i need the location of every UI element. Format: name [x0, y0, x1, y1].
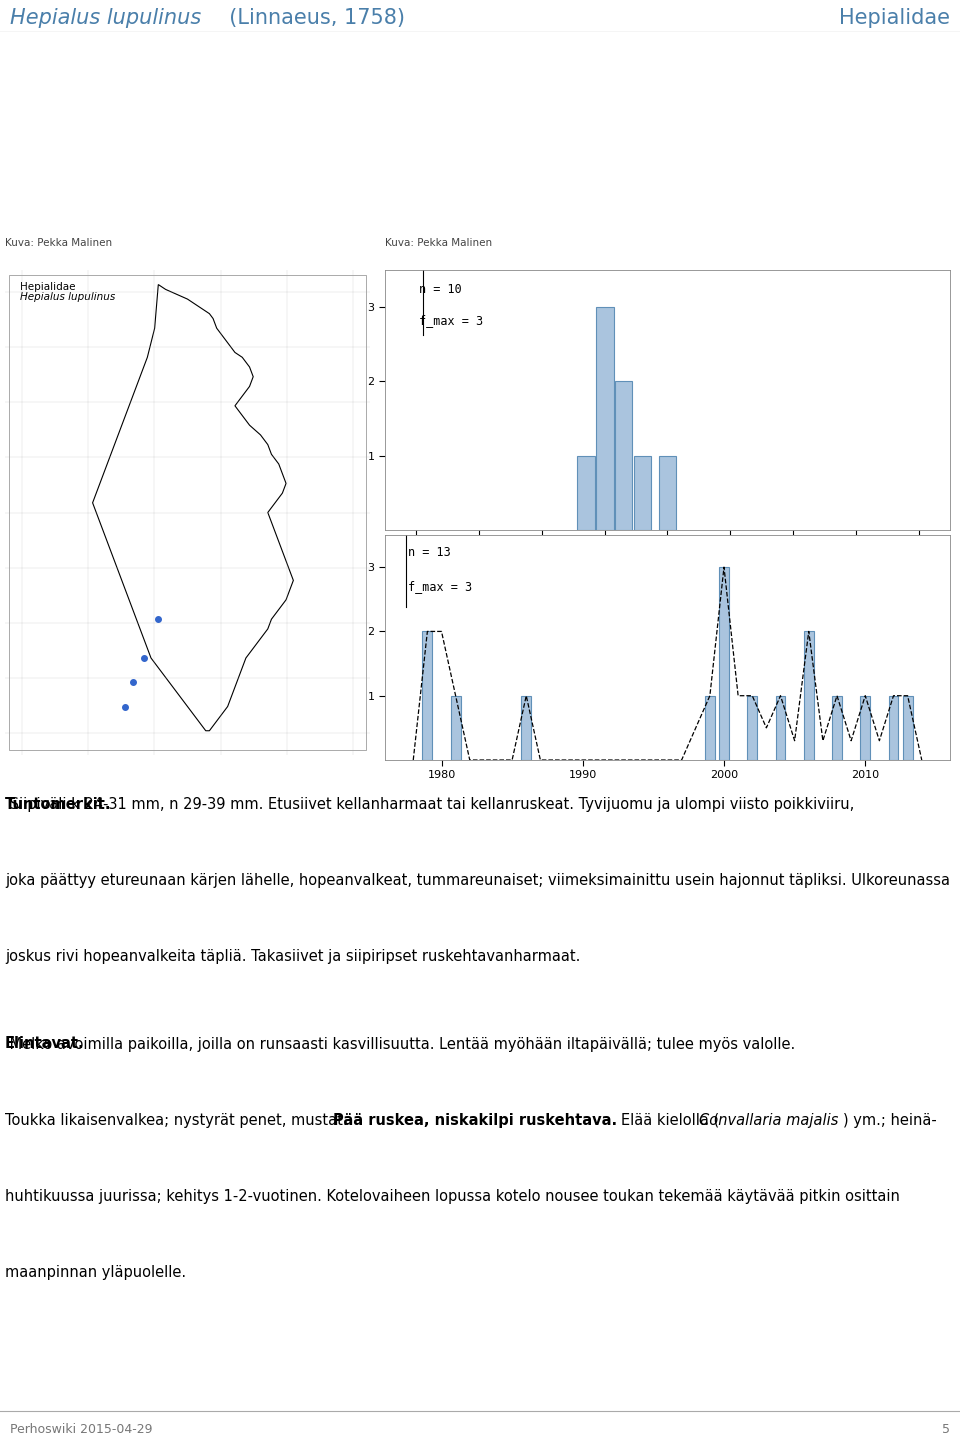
Bar — [902, 695, 913, 760]
Bar — [614, 381, 633, 530]
Text: maanpinnan yläpuolelle.: maanpinnan yläpuolelle. — [5, 1264, 186, 1279]
Text: n = 13: n = 13 — [408, 546, 450, 559]
Bar — [577, 455, 594, 530]
Text: Hepialus lupulinus: Hepialus lupulinus — [19, 292, 115, 302]
Text: joka päättyy etureunaan kärjen lähelle, hopeanvalkeat, tummareunaiset; viimeksim: joka päättyy etureunaan kärjen lähelle, … — [5, 873, 950, 889]
Text: f_max = 3: f_max = 3 — [408, 579, 471, 592]
Bar — [804, 631, 814, 760]
Bar — [705, 695, 715, 760]
Bar — [596, 308, 613, 530]
Text: Pää ruskea, niskakilpi ruskehtava.: Pää ruskea, niskakilpi ruskehtava. — [333, 1113, 617, 1127]
Text: f_max = 3: f_max = 3 — [419, 314, 483, 327]
Text: Siipiväli k 24-31 mm, n 29-39 mm. Etusiivet kellanharmaat tai kellanruskeat. Tyv: Siipiväli k 24-31 mm, n 29-39 mm. Etusii… — [5, 798, 854, 812]
Bar — [659, 455, 676, 530]
Bar — [634, 455, 651, 530]
Text: (Linnaeus, 1758): (Linnaeus, 1758) — [216, 7, 405, 27]
Text: Kuva: Pekka Malinen: Kuva: Pekka Malinen — [5, 237, 112, 247]
Bar — [450, 695, 461, 760]
Bar — [832, 695, 842, 760]
Text: Tuntomerkit.: Tuntomerkit. — [5, 798, 111, 812]
Text: ) ym.; heinä-: ) ym.; heinä- — [843, 1113, 937, 1127]
Bar — [860, 695, 870, 760]
Text: joskus rivi hopeanvalkeita täpliä. Takasiivet ja siipiripset ruskehtavanharmaat.: joskus rivi hopeanvalkeita täpliä. Takas… — [5, 949, 581, 964]
Text: Hepialidae: Hepialidae — [839, 7, 950, 27]
Polygon shape — [92, 285, 294, 731]
Text: 5: 5 — [943, 1423, 950, 1436]
Text: Kuva: Pekka Malinen: Kuva: Pekka Malinen — [385, 237, 492, 247]
Text: Elää kielolla (: Elää kielolla ( — [620, 1113, 719, 1127]
Bar — [719, 566, 729, 760]
Bar — [747, 695, 757, 760]
Text: huhtikuussa juurissa; kehitys 1-2-vuotinen. Kotelovaiheen lopussa kotelo nousee : huhtikuussa juurissa; kehitys 1-2-vuotin… — [5, 1188, 900, 1204]
Text: Elintavat.: Elintavat. — [5, 1036, 84, 1052]
Bar — [422, 631, 432, 760]
Bar — [521, 695, 531, 760]
Text: Convallaria majalis: Convallaria majalis — [699, 1113, 838, 1127]
Bar — [776, 695, 785, 760]
Text: Toukka likaisenvalkea; nystyrät penet, mustat.: Toukka likaisenvalkea; nystyrät penet, m… — [5, 1113, 352, 1127]
Text: Melko avoimilla paikoilla, joilla on runsaasti kasvillisuutta. Lentää myöhään il: Melko avoimilla paikoilla, joilla on run… — [5, 1036, 795, 1052]
Text: n = 10: n = 10 — [419, 283, 462, 296]
Text: Hepialidae: Hepialidae — [19, 282, 75, 292]
Bar — [889, 695, 899, 760]
Text: Hepialus lupulinus: Hepialus lupulinus — [10, 7, 201, 27]
Text: Perhoswiki 2015-04-29: Perhoswiki 2015-04-29 — [10, 1423, 152, 1436]
